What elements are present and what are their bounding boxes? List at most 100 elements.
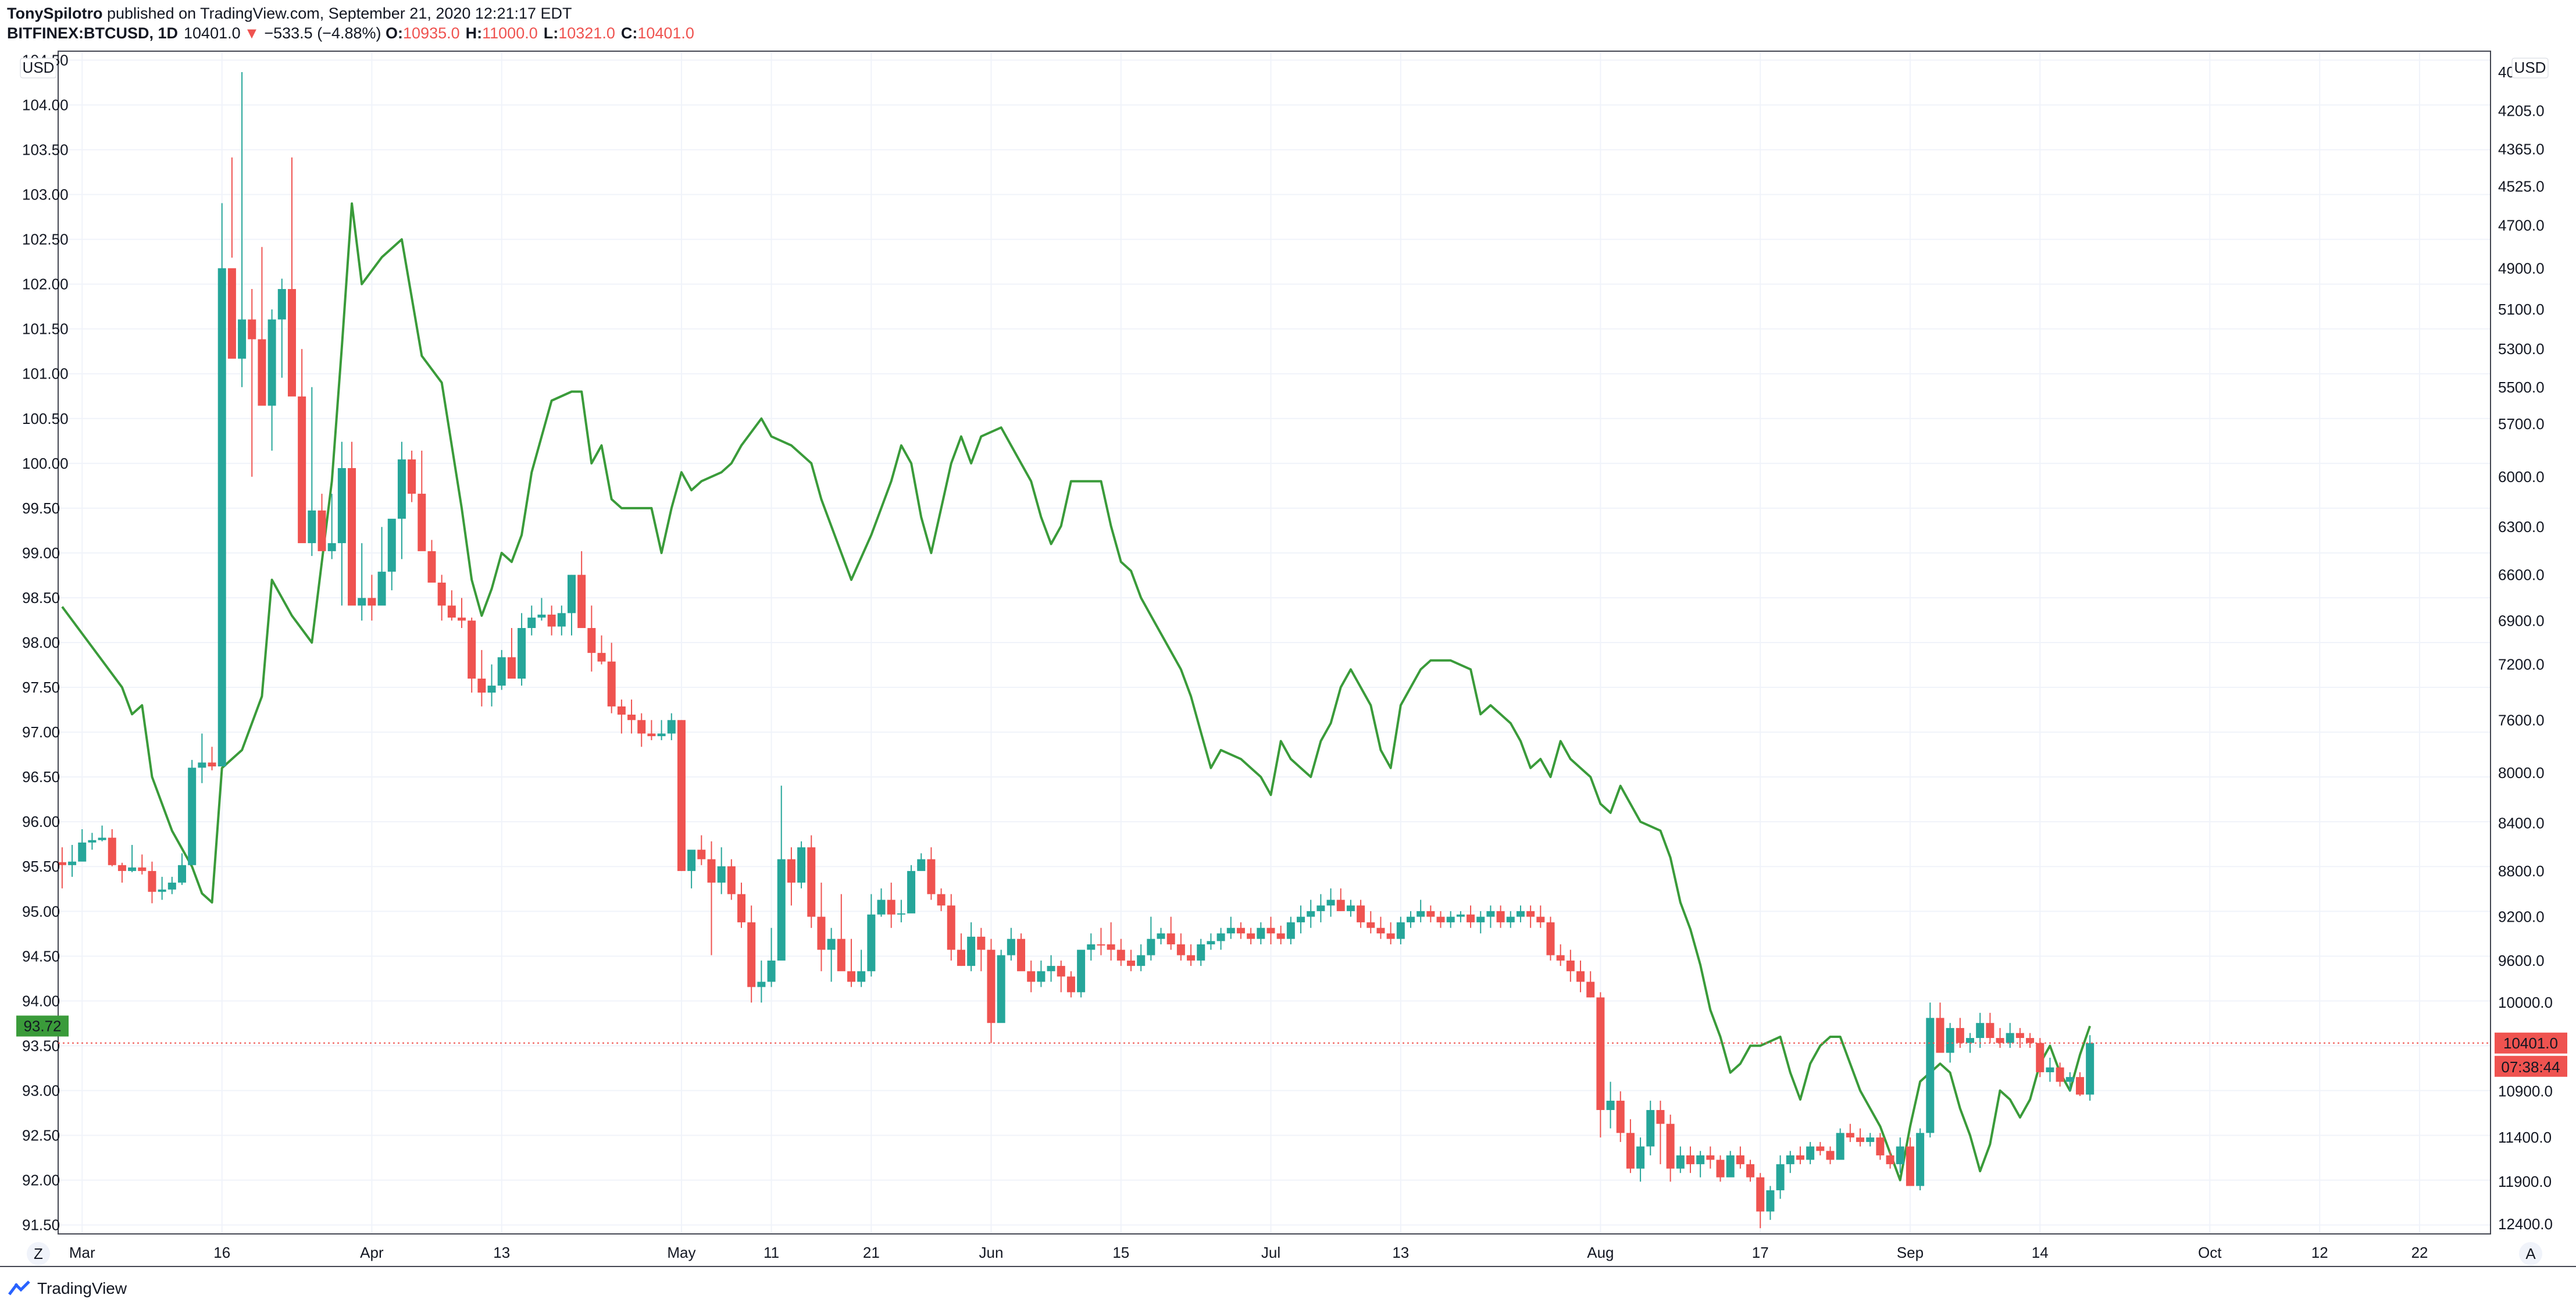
candle [138,854,147,875]
footer-brand[interactable]: TradingView [8,1279,127,1298]
candle [117,862,126,883]
candle-body [1446,916,1455,923]
candle-body [847,971,855,982]
candle-body [957,950,965,966]
candle [2065,1072,2074,1091]
candle [1796,1146,1804,1165]
right-tick-label: 6300.0 [2498,518,2545,536]
candle [1007,927,1015,961]
candle-body [857,971,866,982]
candle [198,733,206,783]
candle-body [827,939,836,950]
candle [1926,1002,1935,1138]
left-price-axis[interactable]: 104.50104.00103.50103.00102.50102.00101.… [22,51,69,1233]
candle-body [1926,1018,1935,1133]
candle-body [1257,927,1265,939]
candle-body [1776,1164,1785,1190]
candle-body [248,319,256,340]
publisher-name[interactable]: TonySpilotro [7,5,103,22]
candle-body [897,913,905,915]
candle [167,876,176,894]
candle [1137,944,1146,972]
candle-body [557,613,566,627]
time-tick-label: May [667,1244,695,1261]
time-tick-label: 15 [1112,1244,1129,1261]
candle-body [607,661,616,707]
left-tick-label: 103.00 [22,186,69,204]
candle [1876,1133,1885,1160]
candle [468,618,476,693]
candle [827,927,836,982]
candle-body [1166,933,1175,945]
time-tick-label: 14 [2032,1244,2049,1261]
candle [1257,922,1265,945]
candle-body [1566,960,1575,972]
candle [1586,971,1595,998]
time-axis[interactable]: Mar 16 Apr 13 May 11 21 Jun 15 Jul 13 Aug 17 Sep 14 Oct… [69,1244,2428,1261]
candle-body [677,720,686,871]
left-tick-label: 99.50 [22,499,60,517]
left-tick-label: 91.50 [22,1216,60,1234]
candle-body [1706,1155,1715,1160]
candle [487,664,496,707]
candle-body [697,850,706,859]
candle-body [927,859,936,894]
candle [547,605,556,636]
candle [2086,1035,2095,1101]
candle-body [1176,944,1185,955]
candle [2015,1027,2024,1048]
candle [1746,1159,1755,1182]
candle-body [1496,911,1505,923]
candle [987,939,996,1043]
left-tick-label: 104.00 [22,96,69,113]
candle-body [2015,1033,2024,1039]
candle-body [277,289,286,320]
candle-body [518,628,526,679]
candle-body [437,582,446,606]
candle [977,927,986,972]
candle-body [2006,1033,2014,1043]
candle-body [227,268,236,359]
time-tick-label: 16 [213,1244,230,1261]
chart-frame [0,51,2576,1267]
candle-body [427,551,436,583]
candle [1965,1033,1974,1053]
symbol-label[interactable]: BITFINEX:BTCUSD, 1D [7,24,179,42]
candle [1726,1151,1735,1178]
candle [1856,1128,1865,1147]
candle-body [1986,1023,1995,1039]
zoom-button-bg [27,1242,50,1265]
right-price-axis[interactable]: 4050.04205.04365.04525.04700.04900.05100… [2498,63,2553,1233]
candle-body [1726,1155,1735,1178]
candle-body [747,922,756,987]
candle-body [2056,1067,2064,1082]
candle-body [707,859,716,883]
candle [837,894,845,972]
candle-body [1297,916,1305,923]
candle [1986,1012,1995,1043]
last-price: 10401.0 [184,24,241,42]
right-tick-label: 4525.0 [2498,177,2545,195]
candle-body [1866,1137,1875,1142]
candle [258,247,266,406]
candle-body [1716,1159,1725,1178]
candle-body [977,936,986,950]
left-tick-label: 92.00 [22,1172,60,1189]
candle-body [577,575,586,629]
open-value: 10935.0 [403,24,460,42]
candle-body [458,618,466,621]
candle-body [1906,1146,1914,1186]
candle [1666,1114,1675,1182]
candle [298,349,306,544]
candle [867,894,876,977]
candle-body [1556,955,1565,961]
candle [527,605,536,636]
current-price-badge [2495,1032,2567,1054]
candle-body [727,866,736,894]
time-tick-label: 12 [2311,1244,2328,1261]
candle-body [258,339,266,406]
candle-body [158,889,166,892]
candle-body [108,837,116,865]
candle-body [1536,916,1545,923]
